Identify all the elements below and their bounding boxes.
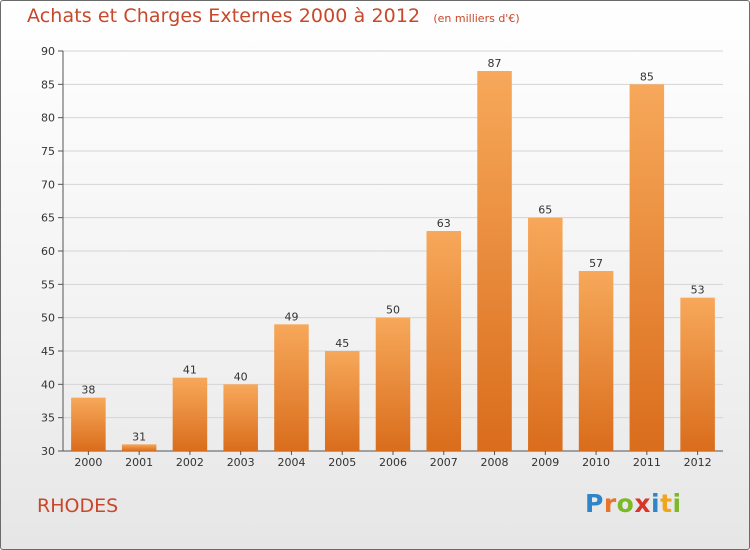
x-tick-label: 2011 — [633, 456, 661, 469]
data-label: 50 — [386, 304, 400, 317]
y-tick-label: 40 — [41, 378, 55, 391]
y-tick-label: 30 — [41, 445, 55, 458]
y-tick-label: 45 — [41, 345, 55, 358]
brand-letter: P — [585, 489, 604, 518]
place-name: RHODES — [37, 495, 119, 517]
bar — [274, 324, 309, 451]
x-tick-label: 2008 — [481, 456, 509, 469]
data-label: 85 — [640, 70, 654, 83]
y-tick-label: 85 — [41, 78, 55, 91]
bar — [223, 384, 258, 451]
y-tick-label: 70 — [41, 178, 55, 191]
y-tick-label: 75 — [41, 145, 55, 158]
y-tick-label: 90 — [41, 45, 55, 58]
x-tick-label: 2004 — [277, 456, 305, 469]
x-tick-label: 2012 — [684, 456, 712, 469]
data-label: 38 — [81, 384, 95, 397]
brand-letter: t — [660, 489, 673, 518]
x-tick-label: 2007 — [430, 456, 458, 469]
y-tick-label: 35 — [41, 412, 55, 425]
data-label: 63 — [437, 217, 451, 230]
y-tick-label: 80 — [41, 112, 55, 125]
x-tick-label: 2009 — [531, 456, 559, 469]
x-tick-label: 2006 — [379, 456, 407, 469]
bar — [172, 377, 208, 451]
y-tick-label: 65 — [41, 212, 55, 225]
data-label: 65 — [538, 204, 552, 217]
bar — [680, 297, 715, 451]
data-label: 45 — [335, 337, 349, 350]
bar — [629, 84, 665, 451]
labels: 2000 38 2001 31 2002 41 2003 40 2004 49 2005 45 2006… — [74, 57, 711, 469]
bars — [71, 71, 715, 451]
bar — [578, 271, 614, 451]
y-tick-label: 60 — [41, 245, 55, 258]
bar — [121, 444, 157, 451]
data-label: 40 — [234, 370, 248, 383]
bar — [528, 217, 563, 451]
data-label: 57 — [589, 257, 603, 270]
data-label: 41 — [183, 364, 197, 377]
y-tick-label: 50 — [41, 312, 55, 325]
brand-letter: i — [672, 489, 682, 518]
x-tick-label: 2010 — [582, 456, 610, 469]
data-label: 53 — [691, 284, 705, 297]
x-tick-label: 2000 — [74, 456, 102, 469]
brand-letter: i — [651, 489, 661, 518]
bar — [375, 317, 411, 451]
data-label: 31 — [132, 430, 146, 443]
chart-subtitle: (en milliers d'€) — [433, 12, 520, 25]
title-block: Achats et Charges Externes 2000 à 2012 (… — [27, 5, 520, 27]
brand-logo: Proxiti — [585, 489, 682, 518]
x-tick-label: 2003 — [227, 456, 255, 469]
chart-title: Achats et Charges Externes 2000 à 2012 — [27, 5, 421, 27]
data-label: 49 — [284, 310, 298, 323]
bar — [426, 231, 462, 451]
bar — [324, 351, 360, 451]
x-tick-label: 2002 — [176, 456, 204, 469]
x-tick-label: 2001 — [125, 456, 153, 469]
y-tick-label: 55 — [41, 278, 55, 291]
data-label: 87 — [488, 57, 502, 70]
brand-letter: o — [616, 489, 635, 518]
bar — [71, 397, 106, 451]
brand-letter: r — [603, 489, 617, 518]
bar — [477, 71, 512, 451]
brand-letter: x — [634, 489, 651, 518]
x-tick-label: 2005 — [328, 456, 356, 469]
